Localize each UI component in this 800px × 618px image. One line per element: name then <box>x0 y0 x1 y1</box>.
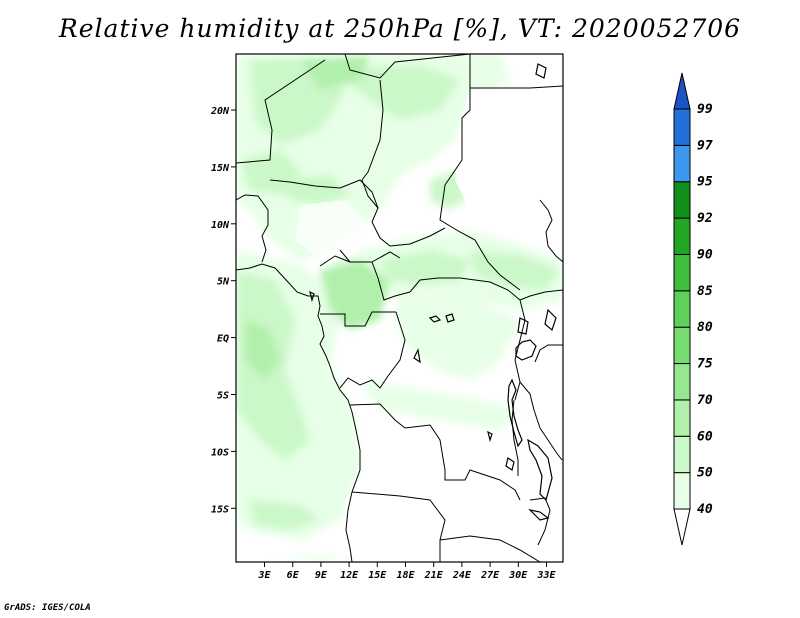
lon-label: 27E <box>480 570 500 581</box>
colorbar-segment <box>673 217 691 255</box>
lon-label: 30E <box>508 570 528 581</box>
map-frame <box>235 53 564 563</box>
colorbar-label: 70 <box>697 393 713 408</box>
lon-label: 9E <box>315 570 328 581</box>
lon-label: 6E <box>287 570 300 581</box>
colorbar-bottom-triangle <box>673 508 691 546</box>
colorbar-segment <box>673 399 691 437</box>
colorbar-segment <box>673 108 691 146</box>
lon-label: 24E <box>452 570 472 581</box>
coastlines-borders <box>236 54 563 562</box>
lat-label: 15N <box>211 163 230 174</box>
colorbar-segment <box>673 144 691 183</box>
colorbar: 40 50 60 70 75 80 85 90 92 95 97 99 <box>673 72 713 546</box>
colorbar-label: 50 <box>697 466 713 481</box>
colorbar-segment <box>673 435 691 474</box>
lon-label: 15E <box>368 570 387 581</box>
colorbar-segment <box>673 363 691 401</box>
lon-label: 18E <box>396 570 415 581</box>
colorbar-label: 85 <box>697 284 713 299</box>
colorbar-label: 40 <box>697 502 713 517</box>
colorbar-segment <box>673 326 691 365</box>
colorbar-segment <box>673 290 691 328</box>
lat-label: 20N <box>210 106 230 117</box>
colorbar-segment <box>673 472 691 510</box>
colorbar-segment <box>673 253 691 292</box>
colorbar-label: 92 <box>697 211 713 226</box>
colorbar-top-triangle <box>673 72 691 110</box>
lon-label: 3E <box>257 570 271 581</box>
longitude-axis: 3E 6E 9E 12E 15E 18E 21E 24E 27E 30E 33E <box>257 562 557 581</box>
colorbar-label: 99 <box>697 102 713 117</box>
lon-label: 21E <box>424 570 444 581</box>
lat-label: 5N <box>217 277 230 288</box>
colorbar-segment <box>673 181 691 219</box>
colorbar-label: 75 <box>697 357 713 372</box>
lon-label: 33E <box>536 570 556 581</box>
lon-label: 12E <box>340 570 359 581</box>
colorbar-label: 80 <box>697 320 713 335</box>
colorbar-label: 95 <box>697 175 713 190</box>
grads-credit: GrADS: IGES/COLA <box>4 603 91 613</box>
colorbar-label: 90 <box>697 247 713 262</box>
humidity-field <box>236 54 563 562</box>
map-title: Relative humidity at 250hPa [%], VT: 202… <box>58 14 742 43</box>
colorbar-label: 97 <box>697 138 713 153</box>
colorbar-label: 60 <box>697 429 713 444</box>
lat-label: EQ <box>217 334 229 345</box>
lat-label: 10S <box>211 447 229 458</box>
lat-label: 10N <box>211 220 230 231</box>
latitude-axis: 20N 15N 10N 5N EQ 5S 10S 15S <box>210 106 236 515</box>
lakes <box>309 63 557 521</box>
lat-label: 15S <box>211 504 229 515</box>
lat-label: 5S <box>217 391 229 402</box>
